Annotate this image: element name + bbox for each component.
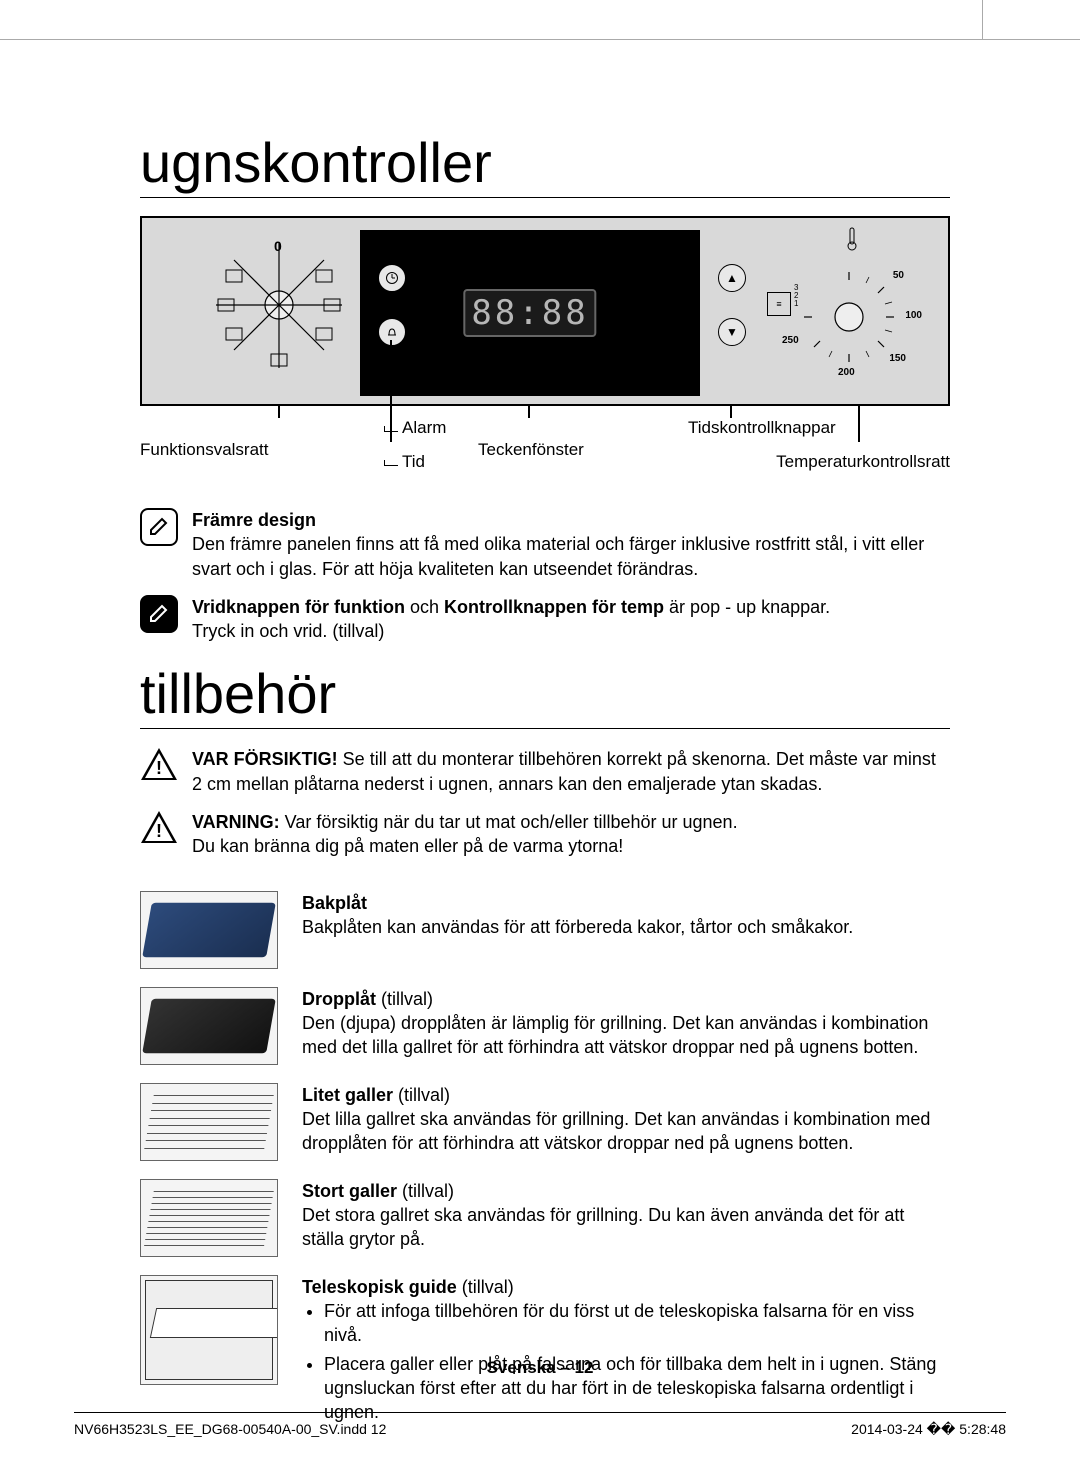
accessory-litet-galler: Litet galler (tillval) Det lilla gallret… — [140, 1083, 950, 1161]
stort-suffix: (tillval) — [397, 1181, 454, 1201]
tele-bullet-1: För att infoga tillbehören för du först … — [324, 1299, 950, 1348]
accessory-stort-galler: Stort galler (tillval) Det stora gallret… — [140, 1179, 950, 1257]
digital-display: 88:88 — [463, 289, 596, 337]
section-title-controls: ugnskontroller — [140, 130, 950, 198]
stort-galler-image — [140, 1179, 278, 1257]
function-dial: 0 — [216, 242, 342, 368]
dial-zero-label: 0 — [274, 238, 282, 254]
dropplat-image — [140, 987, 278, 1065]
temp-250: 250 — [782, 335, 799, 346]
section-title-accessories: tillbehör — [140, 661, 950, 729]
warning-icon: ! — [140, 810, 178, 844]
litet-title: Litet galler — [302, 1085, 393, 1105]
varning-bold: VARNING: — [192, 812, 280, 832]
footer-page-label: Svenska – 12 — [0, 1358, 1080, 1378]
tele-suffix: (tillval) — [457, 1277, 514, 1297]
litet-galler-image — [140, 1083, 278, 1161]
note-icon — [140, 595, 178, 633]
temp-150: 150 — [889, 353, 906, 364]
varning-body: Var försiktig när du tar ut mat och/elle… — [280, 812, 738, 832]
vridknapp-line2: Tryck in och vrid. (tillval) — [192, 621, 384, 641]
down-button: ▼ — [718, 318, 746, 346]
note-icon — [140, 508, 178, 546]
stort-title: Stort galler — [302, 1181, 397, 1201]
bakplat-image — [140, 891, 278, 969]
page-cut-marks — [0, 0, 1080, 40]
temp-100: 100 — [905, 310, 922, 321]
framre-design-body: Den främre panelen finns att få med olik… — [192, 534, 924, 578]
label-teckenfonster: Teckenfönster — [478, 440, 584, 460]
up-button: ▲ — [718, 264, 746, 292]
note-vridknapp: Vridknappen för funktion och Kontrollkna… — [140, 595, 950, 644]
warning-varning: ! VARNING: Var försiktig när du tar ut m… — [140, 810, 950, 859]
bakplat-body: Bakplåten kan användas för att förbereda… — [302, 917, 853, 937]
display-zone: 88:88 — [360, 230, 700, 396]
temperature-dial: 50 100 150 200 250 — [774, 242, 924, 392]
litet-suffix: (tillval) — [393, 1085, 450, 1105]
panel-labels: Funktionsvalsratt Alarm Tid Teckenfönste… — [140, 418, 950, 482]
note-framre-design: Främre design Den främre panelen finns a… — [140, 508, 950, 581]
footer-bar: NV66H3523LS_EE_DG68-00540A-00_SV.indd 12… — [74, 1412, 1006, 1438]
stort-body: Det stora gallret ska användas för grill… — [302, 1205, 904, 1249]
vridknapp-bold1: Vridknappen för funktion — [192, 597, 405, 617]
accessory-dropplat: Dropplåt (tillval) Den (djupa) dropplåte… — [140, 987, 950, 1065]
label-alarm: Alarm — [402, 418, 446, 437]
tele-title: Teleskopisk guide — [302, 1277, 457, 1297]
control-panel-diagram: 0 88:88 ▲ ▼ ≡ 3 2 1 — [140, 216, 950, 406]
bakplat-title: Bakplåt — [302, 893, 367, 913]
litet-body: Det lilla gallret ska användas för grill… — [302, 1109, 930, 1153]
footer-file: NV66H3523LS_EE_DG68-00540A-00_SV.indd 12 — [74, 1421, 386, 1438]
label-temperaturkontrollsratt: Temperaturkontrollsratt — [776, 452, 950, 472]
clock-button — [378, 264, 406, 292]
label-tid: Tid — [402, 452, 425, 471]
vridknapp-bold2: Kontrollknappen för temp — [444, 597, 664, 617]
label-funktionsvalsratt: Funktionsvalsratt — [140, 440, 269, 460]
vridknapp-mid: och — [405, 597, 444, 617]
page-content: ugnskontroller 0 — [140, 130, 950, 1446]
dropplat-body: Den (djupa) dropplåten är lämplig för gr… — [302, 1013, 928, 1057]
varning-line2: Du kan bränna dig på maten eller på de v… — [192, 836, 623, 856]
warning-icon: ! — [140, 747, 178, 781]
temp-200: 200 — [838, 367, 855, 378]
warning-forsiktig: ! VAR FÖRSIKTIG! Se till att du monterar… — [140, 747, 950, 796]
accessory-teleskopisk: Teleskopisk guide (tillval) För att info… — [140, 1275, 950, 1429]
bell-button — [378, 318, 406, 346]
vridknapp-rest: är pop - up knappar. — [664, 597, 830, 617]
forsiktig-bold: VAR FÖRSIKTIG! — [192, 749, 338, 769]
framre-design-title: Främre design — [192, 510, 316, 530]
footer-timestamp: 2014-03-24 �� 5:28:48 — [851, 1421, 1006, 1438]
dropplat-suffix: (tillval) — [376, 989, 433, 1009]
dropplat-title: Dropplåt — [302, 989, 376, 1009]
temp-50: 50 — [893, 270, 904, 281]
accessory-bakplat: Bakplåt Bakplåten kan användas för att f… — [140, 891, 950, 969]
label-tidskontrollknappar: Tidskontrollknappar — [688, 418, 836, 438]
